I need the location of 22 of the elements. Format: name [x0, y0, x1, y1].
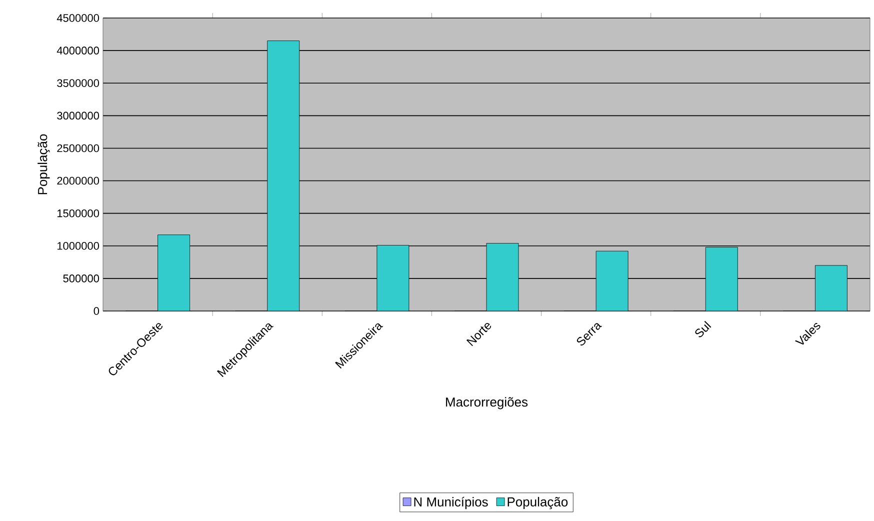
bar: [486, 243, 519, 311]
x-axis-title: Macrorregiões: [446, 397, 528, 410]
legend-label: N Municípios: [414, 496, 488, 510]
y-tick-label: 500000: [63, 274, 100, 282]
bar: [815, 265, 848, 311]
bar: [158, 234, 190, 311]
y-tick-label: 3500000: [57, 79, 100, 88]
bar: [376, 245, 410, 311]
bar: [267, 40, 300, 311]
y-tick-label: 2000000: [57, 176, 100, 185]
x-tick-label: Sul: [695, 320, 712, 338]
bar: [596, 251, 628, 311]
y-tick-label: 4000000: [56, 46, 100, 54]
y-tick-label: 0: [94, 307, 100, 315]
y-tick-label: 1000000: [57, 242, 100, 250]
y-axis-title: População: [38, 134, 50, 194]
y-tick-label: 4500000: [56, 14, 100, 22]
y-tick-label: 1500000: [57, 209, 100, 218]
bar: [705, 246, 738, 311]
legend-label: População: [508, 496, 568, 510]
y-tick-label: 3000000: [57, 112, 100, 120]
y-tick-label: 2500000: [57, 144, 100, 152]
